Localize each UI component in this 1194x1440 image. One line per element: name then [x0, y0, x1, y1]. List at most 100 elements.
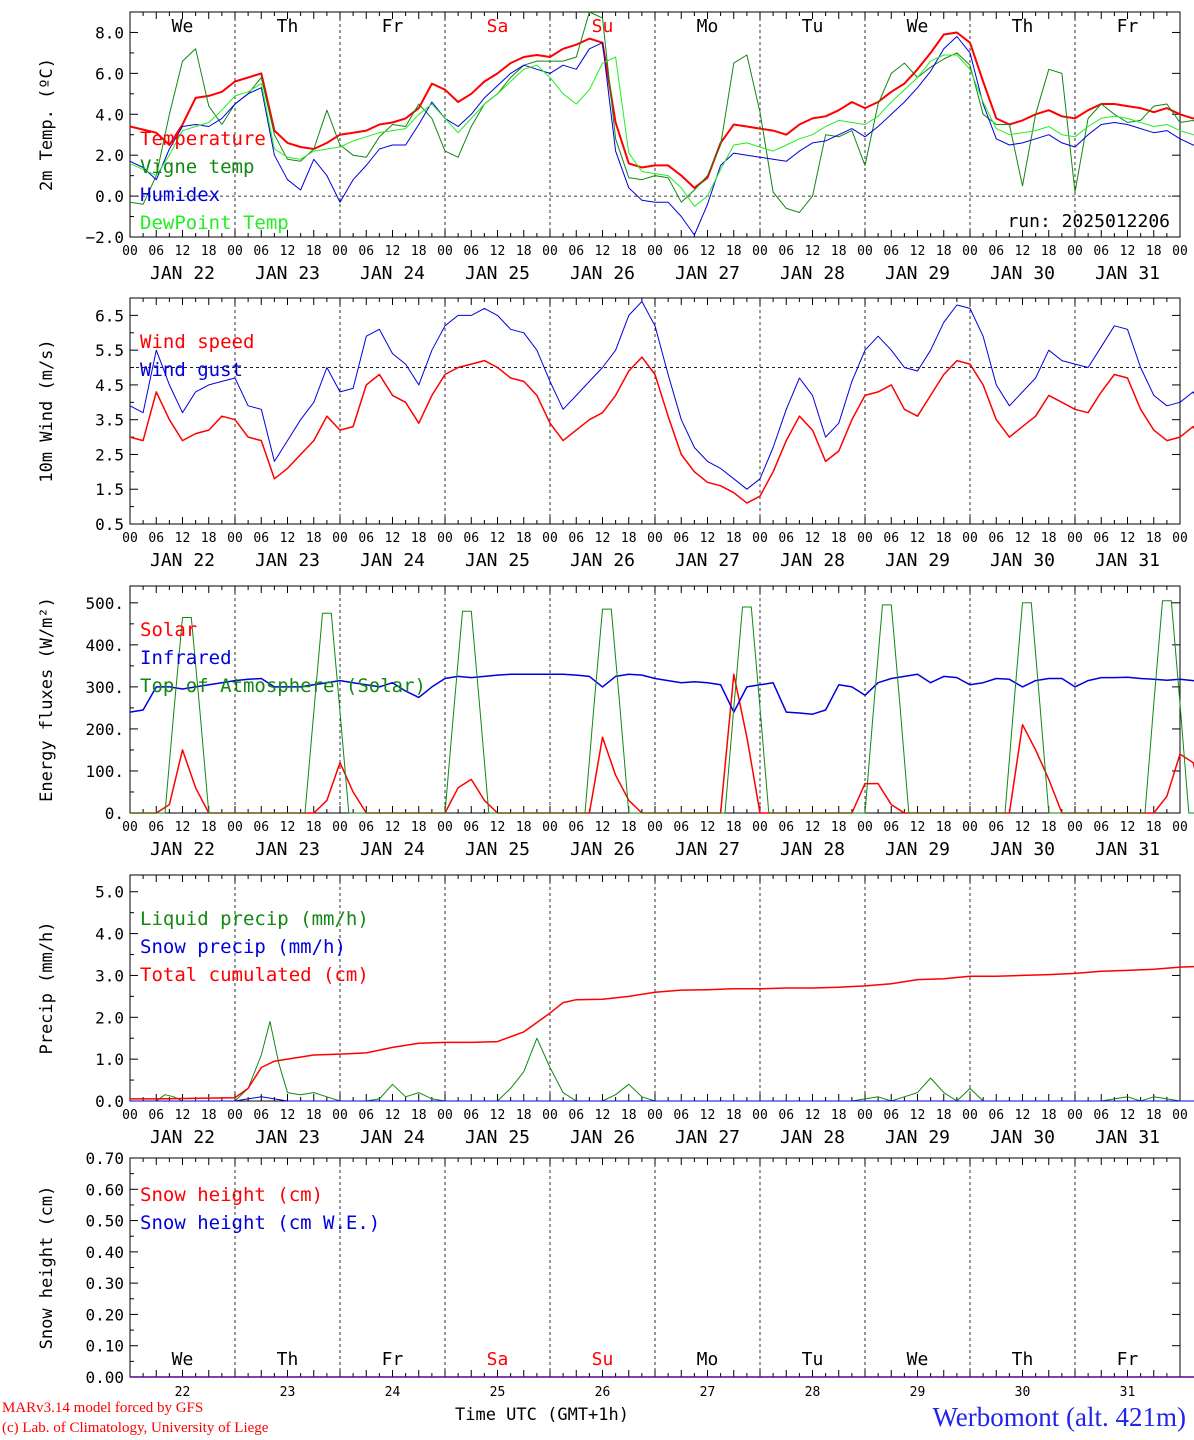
precip-date-label: JAN 25: [465, 1127, 530, 1148]
weekday-label-top: We: [907, 16, 929, 37]
precip-hour-label: 00: [647, 1108, 663, 1123]
temp-hour-label: 00: [1172, 244, 1188, 259]
temp-date-label: JAN 31: [1095, 263, 1160, 284]
flux-hour-label: 18: [1146, 820, 1162, 835]
weekday-label-bottom: We: [907, 1349, 929, 1370]
precip-hour-label: 18: [936, 1108, 952, 1123]
wind-hour-label: 12: [490, 531, 506, 546]
temp-date-label: JAN 25: [465, 263, 530, 284]
temp-hour-label: 18: [306, 244, 322, 259]
wind-hour-label: 18: [726, 531, 742, 546]
precip-date-label: JAN 24: [360, 1127, 425, 1148]
temp-hour-label: 18: [936, 244, 952, 259]
wind-date-label: JAN 31: [1095, 550, 1160, 571]
temp-ytick-label: 2.0: [95, 146, 124, 165]
snow-ytick-label: 0.40: [85, 1243, 124, 1262]
flux-date-label: JAN 28: [780, 839, 845, 860]
temp-date-label: JAN 24: [360, 263, 425, 284]
temp-hour-label: 06: [883, 244, 899, 259]
precip-hour-label: 12: [280, 1108, 296, 1123]
wind-hour-label: 18: [516, 531, 532, 546]
precip-hour-label: 12: [385, 1108, 401, 1123]
temp-hour-label: 06: [463, 244, 479, 259]
precip-hour-label: 00: [437, 1108, 453, 1123]
flux-hour-label: 06: [358, 820, 374, 835]
temp-hour-label: 12: [490, 244, 506, 259]
precip-hour-label: 00: [962, 1108, 978, 1123]
temp-date-label: JAN 23: [255, 263, 320, 284]
flux-hour-label: 00: [437, 820, 453, 835]
weekday-label-bottom: Fr: [382, 1349, 404, 1370]
flux-hour-label: 12: [280, 820, 296, 835]
flux-ytick-label: 500.: [85, 594, 124, 613]
flux-hour-label: 18: [306, 820, 322, 835]
flux-hour-label: 00: [122, 820, 138, 835]
flux-hour-label: 18: [411, 820, 427, 835]
flux-hour-label: 12: [385, 820, 401, 835]
flux-date-label: JAN 25: [465, 839, 530, 860]
precip-hour-label: 18: [831, 1108, 847, 1123]
temp-date-label: JAN 28: [780, 263, 845, 284]
wind-hour-label: 06: [673, 531, 689, 546]
weekday-label-bottom: Tu: [802, 1349, 824, 1370]
temp-ytick-label: −2.0: [85, 228, 124, 247]
precip-hour-label: 06: [253, 1108, 269, 1123]
weekday-label-top: Sa: [487, 16, 509, 37]
flux-legend-0: Solar: [140, 619, 197, 641]
precip-series-2: [130, 965, 1194, 1100]
flux-hour-label: 00: [227, 820, 243, 835]
weekday-label-bottom: Su: [592, 1349, 614, 1370]
wind-hour-label: 06: [253, 531, 269, 546]
flux-hour-label: 18: [201, 820, 217, 835]
wind-hour-label: 12: [1015, 531, 1031, 546]
precip-hour-label: 12: [805, 1108, 821, 1123]
snow-ylabel: Snow height (cm): [37, 1186, 57, 1350]
precip-series-0: [130, 1021, 1194, 1102]
flux-hour-label: 06: [883, 820, 899, 835]
wind-hour-label: 06: [883, 531, 899, 546]
wind-hour-label: 18: [621, 531, 637, 546]
precip-hour-label: 00: [1172, 1108, 1188, 1123]
flux-hour-label: 18: [726, 820, 742, 835]
wind-hour-label: 18: [1146, 531, 1162, 546]
flux-date-label: JAN 31: [1095, 839, 1160, 860]
temp-ytick-label: 0.0: [95, 187, 124, 206]
wind-ytick-label: 4.5: [95, 376, 124, 395]
precip-ytick-label: 3.0: [95, 966, 124, 985]
temp-ytick-label: 4.0: [95, 105, 124, 124]
wind-date-label: JAN 28: [780, 550, 845, 571]
precip-hour-label: 06: [778, 1108, 794, 1123]
wind-ytick-label: 1.5: [95, 480, 124, 499]
day-number-label: 24: [385, 1385, 401, 1400]
panel-snow: [129, 1157, 1194, 1378]
flux-hour-label: 18: [516, 820, 532, 835]
flux-ytick-label: 100.: [85, 762, 124, 781]
precip-ytick-label: 4.0: [95, 925, 124, 944]
precip-date-label: JAN 30: [990, 1127, 1055, 1148]
temp-hour-label: 06: [253, 244, 269, 259]
temp-hour-label: 00: [1067, 244, 1083, 259]
temp-hour-label: 18: [201, 244, 217, 259]
temp-legend-2: Humidex: [140, 184, 220, 206]
flux-hour-label: 18: [936, 820, 952, 835]
flux-hour-label: 06: [463, 820, 479, 835]
flux-hour-label: 12: [805, 820, 821, 835]
snow-ytick-label: 0.70: [85, 1149, 124, 1168]
precip-hour-label: 06: [463, 1108, 479, 1123]
wind-hour-label: 06: [148, 531, 164, 546]
panel-precip: [129, 874, 1194, 1102]
precip-legend-0: Liquid precip (mm/h): [140, 908, 369, 930]
weekday-label-bottom: Mo: [697, 1349, 719, 1370]
day-number-label: 22: [175, 1385, 191, 1400]
flux-hour-label: 00: [542, 820, 558, 835]
precip-date-label: JAN 26: [570, 1127, 635, 1148]
temp-date-label: JAN 27: [675, 263, 740, 284]
flux-ytick-label: 400.: [85, 636, 124, 655]
precip-hour-label: 00: [542, 1108, 558, 1123]
temp-hour-label: 18: [411, 244, 427, 259]
precip-hour-label: 00: [332, 1108, 348, 1123]
precip-date-label: JAN 23: [255, 1127, 320, 1148]
precip-hour-label: 12: [490, 1108, 506, 1123]
precip-hour-label: 18: [726, 1108, 742, 1123]
day-number-label: 27: [700, 1385, 716, 1400]
